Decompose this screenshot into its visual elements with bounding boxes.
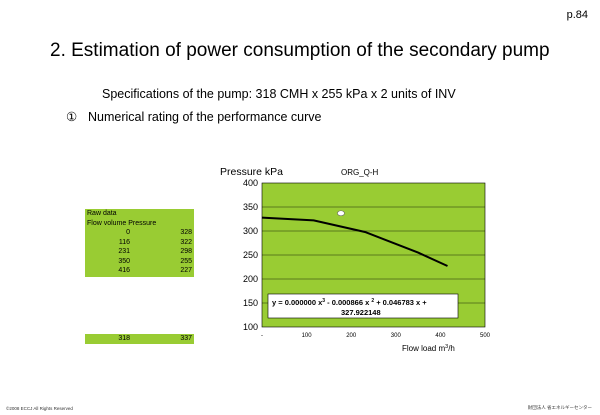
pressure-cell: 322 [180,238,192,246]
page-title: 2. Estimation of power consumption of th… [50,40,550,61]
organization-name: 財団法人 省エネルギーセンター [527,405,592,410]
item-number: ① [66,110,78,124]
performance-curve [261,216,448,267]
pressure-cell: 298 [180,248,192,255]
x-tick-labels: - 100 200 300 400 500 [261,333,491,339]
y-tick-label: 250 [243,250,258,260]
raw-data-title: Raw data [87,210,117,217]
flow-cell: 231 [118,248,130,255]
flow-cell: 116 [118,238,130,246]
x-tick-label: 500 [480,333,491,339]
page-number: p.84 [566,9,588,21]
item-text: Numerical rating of the performance curv… [88,110,322,124]
copyright: ©2008 ECCJ All Rights Reserved [6,406,73,411]
x-tick-label: - [261,333,263,339]
flow-cell: 318 [118,335,130,342]
estimate-table: 318 337 [85,334,194,344]
y-tick-label: 400 [243,178,258,188]
x-tick-label: 300 [391,333,402,339]
raw-data-table: Raw data Flow volume Pressure 0 328 116 32… [85,209,194,277]
equation-line-1: y = 0.000000 x3 - 0.000866 x 2 + 0.04678… [272,298,427,307]
pressure-cell: 227 [180,267,192,274]
y-tick-label: 100 [243,322,258,332]
x-axis-label: Flow load m3/h [402,344,455,353]
operating-point-marker [337,210,345,217]
section-item: ① Numerical rating of the performance cur… [66,109,321,124]
y-tick-label: 300 [243,226,258,236]
table-row: 350 255 [85,257,194,267]
equation-box: y = 0.000000 x3 - 0.000866 x 2 + 0.04678… [267,293,459,319]
y-tick-labels: 100 150 200 250 300 350 400 [243,178,258,332]
table-row: 231 298 [85,247,194,257]
pressure-cell: 337 [180,335,192,342]
y-axis-label: Pressure kPa [220,166,283,178]
raw-data-headers: Flow volume Pressure [87,219,157,227]
chart-title: ORG_Q-H [341,168,379,177]
table-row: 318 337 [85,334,194,344]
flow-cell: 416 [118,267,130,274]
flow-cell: 350 [118,257,130,265]
table-row: 116 322 [85,238,194,248]
pump-specifications: Specifications of the pump: 318 CMH x 25… [102,87,456,101]
x-tick-label: 200 [346,333,357,339]
pump-performance-chart: Pressure kPa ORG_Q-H 100 150 200 250 300 350 4… [220,166,491,353]
x-tick-label: 100 [302,333,313,339]
x-tick-label: 400 [435,333,446,339]
y-tick-label: 350 [243,202,258,212]
equation-line-2: 327.922148 [341,308,381,317]
y-tick-label: 150 [243,298,258,308]
pressure-cell: 255 [180,257,192,265]
table-row: 416 227 [85,266,194,276]
pressure-cell: 328 [180,229,192,236]
flow-cell: 0 [126,229,130,236]
table-row: 0 328 [85,228,194,238]
y-tick-label: 200 [243,274,258,284]
